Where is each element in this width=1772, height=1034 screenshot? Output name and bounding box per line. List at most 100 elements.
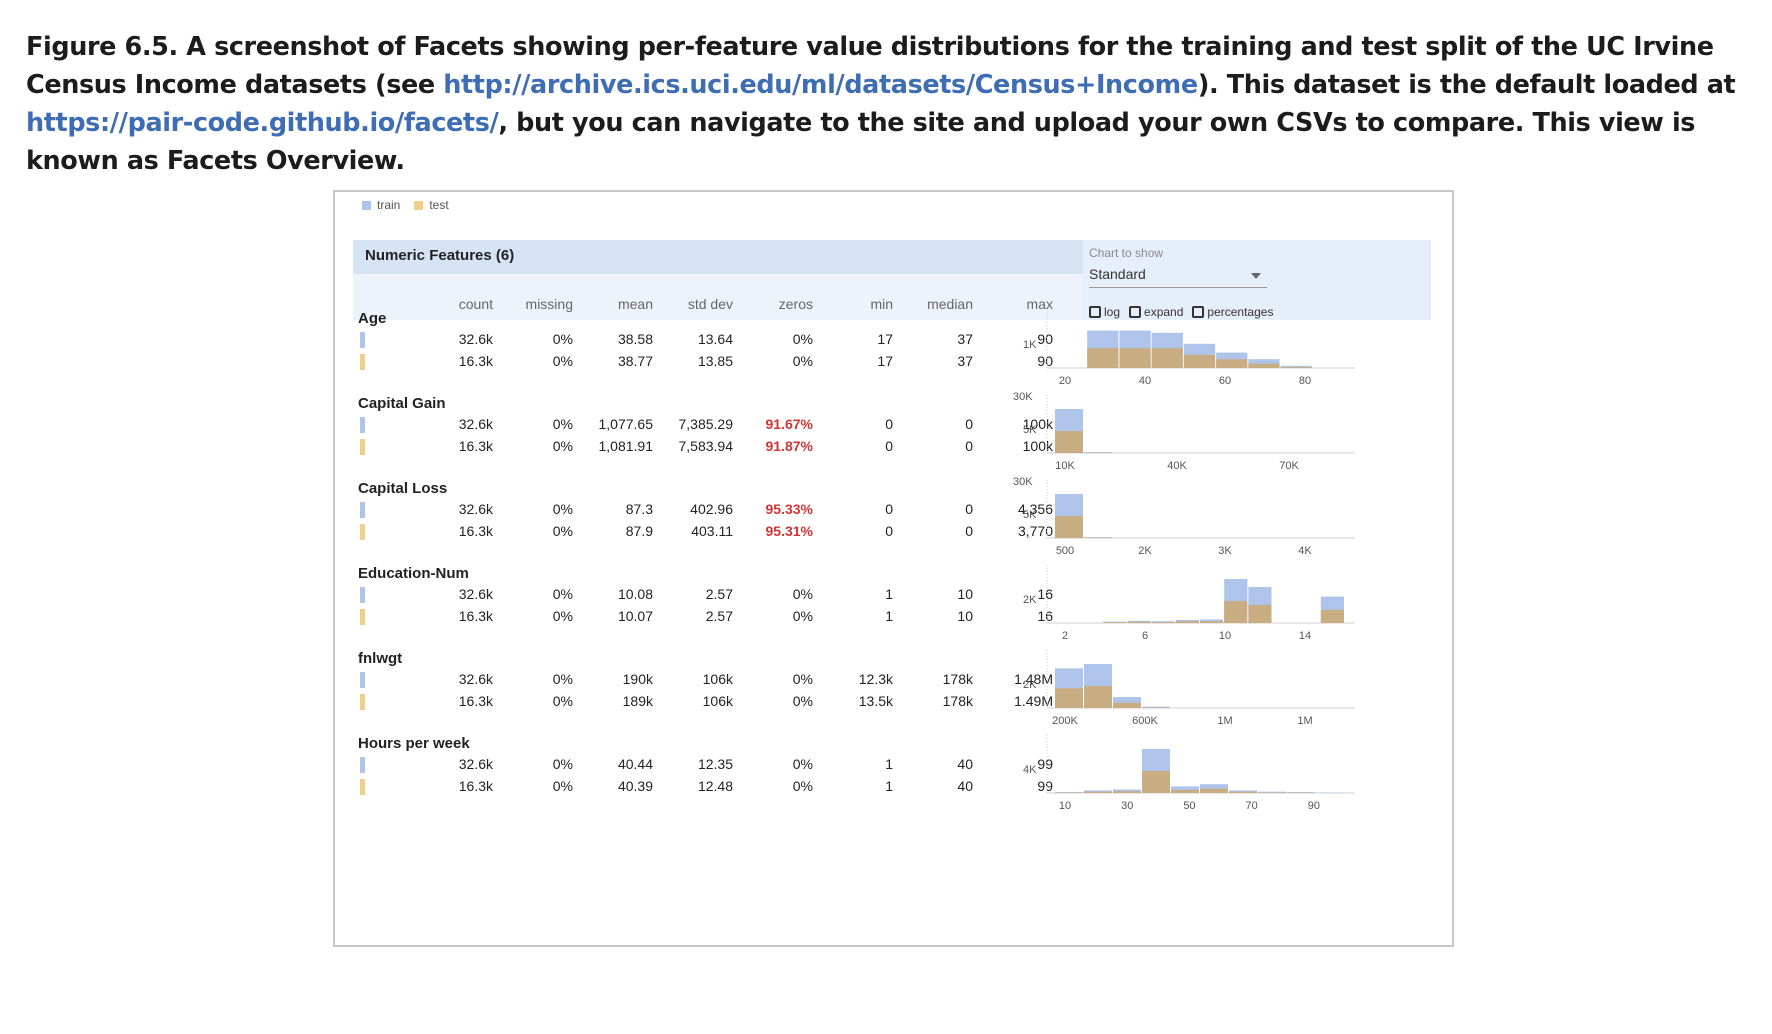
train-row-marker [360,332,365,348]
test-row-marker [360,609,365,625]
cell-count: 16.3k [458,438,493,454]
col-zeros-header[interactable]: zeros [778,296,813,312]
x-tick-label: 500 [1056,545,1074,557]
chart-to-show-label: Chart to show [1089,246,1164,260]
cell-zeros: 91.67% [765,416,813,432]
train-row-marker [360,417,365,433]
cell-std: 13.64 [697,331,733,347]
cell-zeros: 0% [792,608,813,624]
x-tick-label: 2K [1138,545,1152,557]
cell-missing: 0% [552,671,573,687]
x-tick-label: 1M [1297,715,1312,727]
cell-missing: 0% [552,608,573,624]
cell-missing: 0% [552,523,573,539]
col-mean-header[interactable]: mean [617,296,653,312]
log-checkbox[interactable]: log [1089,305,1120,319]
cell-std: 2.57 [705,586,733,602]
cell-max: 99 [1037,778,1053,794]
cell-max: 90 [1037,353,1053,369]
x-tick-label: 40 [1139,375,1151,387]
chart-type-value: Standard [1089,266,1146,282]
train-row-marker [360,587,365,603]
chart-controls-panel [1083,240,1431,320]
train-swatch-icon [362,200,371,210]
figure-caption: Figure 6.5. A screenshot of Facets showi… [26,28,1746,180]
cell-min: 1 [885,756,893,772]
test-bar [1248,363,1280,368]
x-tick-label: 30 [1121,800,1133,812]
cell-zeros: 95.31% [765,523,813,539]
cell-missing: 0% [552,416,573,432]
cell-std: 12.35 [697,756,733,772]
x-tick-label: 1M [1217,715,1232,727]
x-tick-label: 4K [1298,545,1312,557]
train-bar [1175,619,1199,623]
train-bar [1280,365,1312,368]
legend: train test [362,198,449,212]
cell-count: 32.6k [458,331,493,347]
col-count-header[interactable]: count [458,296,493,312]
expand-checkbox[interactable]: expand [1129,305,1183,319]
x-tick-label: 90 [1308,800,1320,812]
cell-median: 37 [957,331,973,347]
cell-std: 2.57 [705,608,733,624]
cell-max: 100k [1022,416,1053,432]
col-std-dev-header[interactable]: std dev [687,296,733,312]
cell-min: 1 [885,608,893,624]
cell-max: 1.48M [1014,671,1053,687]
cell-min: 1 [885,586,893,602]
test-row-marker [360,524,365,540]
train-bar [1113,697,1141,708]
train-bar [1055,494,1083,538]
cell-zeros: 0% [792,671,813,687]
train-bar [1084,537,1112,538]
train-bar [1258,791,1286,793]
cell-count: 16.3k [458,778,493,794]
section-title: Numeric Features (6) [365,247,515,264]
cell-median: 40 [957,756,973,772]
col-missing-header[interactable]: missing [525,296,573,312]
x-tick-label: 200K [1052,715,1078,727]
test-bar [1103,622,1127,623]
test-bar [1224,601,1248,623]
percentages-checkbox[interactable]: percentages [1192,305,1273,319]
col-min-header[interactable]: min [870,296,893,312]
x-tick-label: 40K [1167,460,1187,472]
test-row-marker [360,779,365,795]
feature-name: Education-Num [358,565,469,582]
test-bar [1175,621,1199,623]
cell-zeros: 0% [792,586,813,602]
train-bar [1103,621,1127,623]
facets-overview-screenshot: train test Numeric Features (6) Chart to… [333,190,1454,947]
col-max-header[interactable]: max [1026,296,1053,312]
cell-median: 10 [957,608,973,624]
train-bar [1087,330,1119,368]
cell-min: 17 [877,331,893,347]
cell-count: 16.3k [458,523,493,539]
cell-mean: 10.08 [617,586,653,602]
cell-max: 100k [1022,438,1053,454]
x-tick-label: 10K [1055,460,1075,472]
cell-count: 32.6k [458,756,493,772]
census-dataset-link[interactable]: http://archive.ics.uci.edu/ml/datasets/C… [443,70,1198,100]
x-tick-label: 600K [1132,715,1158,727]
test-bar [1320,609,1344,623]
train-bar [1142,706,1170,708]
cell-max: 90 [1037,331,1053,347]
train-bar [1055,668,1083,708]
test-bar [1084,791,1112,793]
test-bar [1280,367,1312,368]
test-bar [1183,354,1216,368]
facets-site-link[interactable]: https://pair-code.github.io/facets/ [26,108,499,138]
cell-zeros: 95.33% [765,501,813,517]
x-tick-label: 60 [1219,375,1231,387]
cell-mean: 1,077.65 [598,416,654,432]
test-bar [1055,516,1083,538]
col-median-header[interactable]: median [927,296,973,312]
y-tick-label: 1K [1023,339,1037,351]
cell-mean: 40.39 [617,778,653,794]
test-bar [1200,621,1224,623]
test-bar [1171,789,1199,793]
caption-text: ). This dataset is the default loaded at [1197,70,1736,100]
chart-type-select[interactable]: Standard [1089,266,1267,288]
